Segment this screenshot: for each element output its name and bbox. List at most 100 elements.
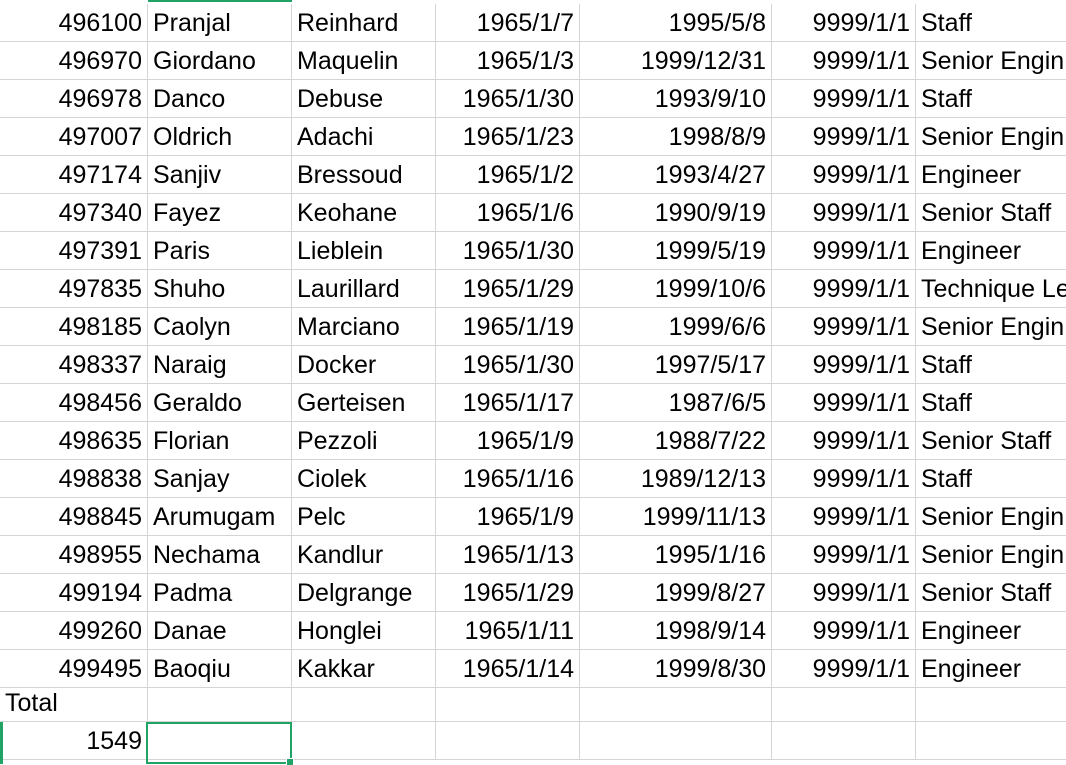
hire-date-cell[interactable]: 1993/4/27 [580, 156, 772, 194]
hire-date-cell[interactable]: 1999/8/30 [580, 650, 772, 688]
hire-date-cell[interactable]: 1990/9/19 [580, 194, 772, 232]
first-name-cell[interactable]: Arumugam [148, 498, 292, 536]
title-cell[interactable]: Staff [916, 80, 1066, 118]
hire-date-cell[interactable]: 1988/7/22 [580, 422, 772, 460]
emp-no-cell[interactable]: 497340 [0, 194, 148, 232]
to-date-cell[interactable]: 9999/1/1 [772, 232, 916, 270]
last-name-cell[interactable]: Gerteisen [292, 384, 436, 422]
to-date-cell[interactable]: 9999/1/1 [772, 612, 916, 650]
to-date-cell[interactable]: 9999/1/1 [772, 42, 916, 80]
hire-date-cell[interactable]: 1987/6/5 [580, 384, 772, 422]
emp-no-cell[interactable]: 499194 [0, 574, 148, 612]
last-name-cell[interactable]: Adachi [292, 118, 436, 156]
first-name-cell[interactable]: Oldrich [148, 118, 292, 156]
first-name-cell[interactable]: Geraldo [148, 384, 292, 422]
empty-cell[interactable] [436, 684, 580, 722]
first-name-cell[interactable]: Shuho [148, 270, 292, 308]
title-cell[interactable]: Senior Engin [916, 118, 1066, 156]
birth-date-cell[interactable]: 1965/1/13 [436, 536, 580, 574]
birth-date-cell[interactable]: 1965/1/11 [436, 612, 580, 650]
empty-cell[interactable] [148, 684, 292, 722]
first-name-cell[interactable]: Giordano [148, 42, 292, 80]
title-cell[interactable]: Senior Engin [916, 308, 1066, 346]
last-name-cell[interactable]: Ciolek [292, 460, 436, 498]
fill-handle[interactable] [286, 758, 294, 765]
birth-date-cell[interactable]: 1965/1/3 [436, 42, 580, 80]
to-date-cell[interactable]: 9999/1/1 [772, 156, 916, 194]
last-name-cell[interactable]: Kakkar [292, 650, 436, 688]
to-date-cell[interactable]: 9999/1/1 [772, 650, 916, 688]
last-name-cell[interactable]: Pelc [292, 498, 436, 536]
birth-date-cell[interactable]: 1965/1/9 [436, 498, 580, 536]
birth-date-cell[interactable]: 1965/1/30 [436, 80, 580, 118]
birth-date-cell[interactable]: 1965/1/14 [436, 650, 580, 688]
emp-no-cell[interactable]: 498838 [0, 460, 148, 498]
hire-date-cell[interactable]: 1999/11/13 [580, 498, 772, 536]
to-date-cell[interactable]: 9999/1/1 [772, 118, 916, 156]
first-name-cell[interactable]: Paris [148, 232, 292, 270]
emp-no-cell[interactable]: 497835 [0, 270, 148, 308]
to-date-cell[interactable]: 9999/1/1 [772, 4, 916, 42]
to-date-cell[interactable]: 9999/1/1 [772, 270, 916, 308]
hire-date-cell[interactable]: 1997/5/17 [580, 346, 772, 384]
hire-date-cell[interactable]: 1999/8/27 [580, 574, 772, 612]
hire-date-cell[interactable]: 1999/12/31 [580, 42, 772, 80]
title-cell[interactable]: Staff [916, 4, 1066, 42]
birth-date-cell[interactable]: 1965/1/6 [436, 194, 580, 232]
title-cell[interactable]: Senior Engin [916, 498, 1066, 536]
title-cell[interactable]: Technique Le [916, 270, 1066, 308]
to-date-cell[interactable]: 9999/1/1 [772, 384, 916, 422]
emp-no-cell[interactable]: 497174 [0, 156, 148, 194]
to-date-cell[interactable]: 9999/1/1 [772, 498, 916, 536]
empty-cell[interactable] [580, 684, 772, 722]
last-name-cell[interactable]: Docker [292, 346, 436, 384]
first-name-cell[interactable]: Padma [148, 574, 292, 612]
to-date-cell[interactable]: 9999/1/1 [772, 194, 916, 232]
emp-no-cell[interactable]: 498635 [0, 422, 148, 460]
to-date-cell[interactable]: 9999/1/1 [772, 346, 916, 384]
to-date-cell[interactable]: 9999/1/1 [772, 536, 916, 574]
active-cell-cursor[interactable] [146, 722, 294, 765]
to-date-cell[interactable]: 9999/1/1 [772, 460, 916, 498]
last-name-cell[interactable]: Maquelin [292, 42, 436, 80]
empty-cell[interactable] [292, 722, 436, 760]
title-cell[interactable]: Senior Staff [916, 194, 1066, 232]
emp-no-cell[interactable]: 497007 [0, 118, 148, 156]
first-name-cell[interactable]: Florian [148, 422, 292, 460]
emp-no-cell[interactable]: 498185 [0, 308, 148, 346]
empty-cell[interactable] [292, 684, 436, 722]
birth-date-cell[interactable]: 1965/1/9 [436, 422, 580, 460]
last-name-cell[interactable]: Lieblein [292, 232, 436, 270]
title-cell[interactable]: Staff [916, 346, 1066, 384]
hire-date-cell[interactable]: 1999/6/6 [580, 308, 772, 346]
to-date-cell[interactable]: 9999/1/1 [772, 80, 916, 118]
birth-date-cell[interactable]: 1965/1/29 [436, 574, 580, 612]
last-name-cell[interactable]: Laurillard [292, 270, 436, 308]
hire-date-cell[interactable]: 1998/9/14 [580, 612, 772, 650]
first-name-cell[interactable]: Danco [148, 80, 292, 118]
last-name-cell[interactable]: Keohane [292, 194, 436, 232]
empty-cell[interactable] [916, 722, 1066, 760]
first-name-cell[interactable]: Sanjay [148, 460, 292, 498]
last-name-cell[interactable]: Honglei [292, 612, 436, 650]
last-name-cell[interactable]: Delgrange [292, 574, 436, 612]
first-name-cell[interactable]: Fayez [148, 194, 292, 232]
emp-no-cell[interactable]: 498456 [0, 384, 148, 422]
hire-date-cell[interactable]: 1989/12/13 [580, 460, 772, 498]
birth-date-cell[interactable]: 1965/1/29 [436, 270, 580, 308]
emp-no-cell[interactable]: 496970 [0, 42, 148, 80]
to-date-cell[interactable]: 9999/1/1 [772, 308, 916, 346]
hire-date-cell[interactable]: 1995/5/8 [580, 4, 772, 42]
title-cell[interactable]: Senior Staff [916, 574, 1066, 612]
first-name-cell[interactable]: Caolyn [148, 308, 292, 346]
emp-no-cell[interactable]: 497391 [0, 232, 148, 270]
birth-date-cell[interactable]: 1965/1/23 [436, 118, 580, 156]
title-cell[interactable]: Engineer [916, 650, 1066, 688]
birth-date-cell[interactable]: 1965/1/7 [436, 4, 580, 42]
birth-date-cell[interactable]: 1965/1/16 [436, 460, 580, 498]
empty-cell[interactable] [772, 684, 916, 722]
emp-no-cell[interactable]: 498337 [0, 346, 148, 384]
hire-date-cell[interactable]: 1995/1/16 [580, 536, 772, 574]
first-name-cell[interactable]: Sanjiv [148, 156, 292, 194]
total-label-cell[interactable]: Total [0, 684, 148, 722]
